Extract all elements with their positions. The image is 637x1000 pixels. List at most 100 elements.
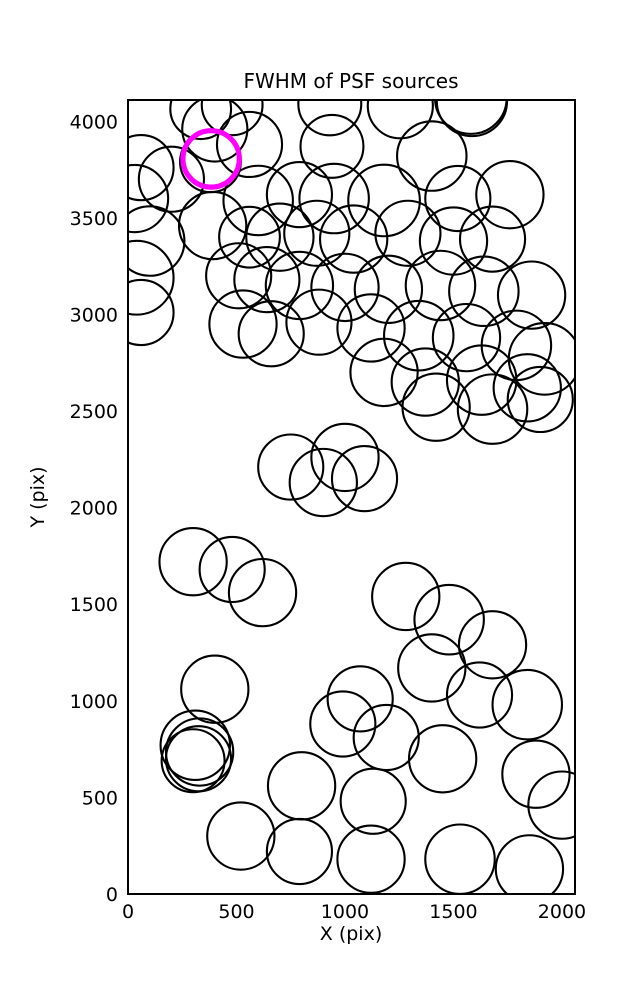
psf-source-marker <box>159 709 232 782</box>
psf-source-marker <box>492 353 562 423</box>
psf-source-marker <box>456 373 529 445</box>
plot-area <box>128 100 575 894</box>
psf-source-marker <box>137 145 205 213</box>
psf-source-marker <box>283 199 351 267</box>
psf-source-marker <box>457 610 528 680</box>
x-tick-label: 2000 <box>538 901 586 923</box>
psf-source-marker <box>310 422 380 493</box>
psf-source-marker <box>506 365 574 434</box>
psf-source-marker <box>397 633 467 703</box>
y-tick-label: 3000 <box>70 304 118 326</box>
psf-source-marker <box>160 728 226 794</box>
psf-source-marker <box>494 834 565 894</box>
psf-source-marker <box>265 817 334 886</box>
psf-source-marker <box>200 100 264 137</box>
psf-source-marker <box>310 252 380 323</box>
psf-source-marker <box>434 100 508 135</box>
psf-source-marker <box>424 164 492 233</box>
psf-source-marker <box>233 246 301 314</box>
data-markers-group <box>128 100 575 894</box>
psf-source-marker <box>128 239 175 316</box>
psf-source-marker <box>445 344 518 416</box>
y-tick-label: 500 <box>82 787 118 809</box>
psf-source-marker <box>227 557 298 628</box>
psf-source-marker <box>527 770 575 840</box>
psf-source-marker <box>222 164 294 237</box>
psf-source-marker <box>407 724 478 794</box>
psf-source-marker <box>208 289 278 359</box>
x-tick-label: 0 <box>122 901 134 923</box>
tick-labels-group: 0 500 1000 1500 2000 0 500 1000 1500 2000 2500 3000… <box>70 111 587 923</box>
x-axis-label: X (pix) <box>320 923 382 945</box>
psf-source-marker <box>349 337 419 408</box>
psf-source-marker <box>336 824 406 894</box>
y-tick-label: 1500 <box>70 594 118 616</box>
psf-source-marker <box>371 561 441 632</box>
plot-title-group: FWHM of PSF sources <box>243 69 458 93</box>
y-tick-label: 1000 <box>70 691 118 713</box>
psf-source-marker <box>336 293 406 363</box>
psf-source-marker <box>205 242 273 310</box>
psf-source-marker <box>177 190 248 261</box>
psf-source-marker <box>374 199 442 267</box>
psf-source-marker <box>339 767 407 835</box>
psf-source-marker <box>352 703 420 772</box>
psf-source-marker <box>326 665 394 733</box>
psf-source-marker <box>285 288 353 356</box>
selected-source-marker <box>180 128 242 190</box>
y-axis-label: Y (pix) <box>27 466 49 528</box>
psf-source-marker <box>237 300 305 368</box>
psf-source-marker <box>404 249 477 322</box>
y-axis-title-group: Y (pix) <box>27 466 49 528</box>
psf-source-marker <box>218 205 281 269</box>
psf-source-marker <box>347 163 421 238</box>
y-tick-label: 2500 <box>70 401 118 423</box>
psf-source-marker <box>458 205 527 273</box>
x-axis-title-group: X (pix) <box>320 923 382 945</box>
plot-background <box>128 100 575 894</box>
psf-source-marker <box>475 159 545 230</box>
axes-spines <box>127 99 576 895</box>
axes-frame <box>127 99 576 895</box>
y-tick-label: 0 <box>106 884 118 906</box>
psf-source-marker <box>330 445 399 513</box>
psf-source-marker <box>206 801 276 871</box>
psf-source-marker <box>496 260 567 330</box>
page-title: FWHM of PSF sources <box>243 69 458 93</box>
psf-source-marker <box>491 668 564 741</box>
psf-source-marker <box>265 161 334 229</box>
x-tick-label: 1500 <box>429 901 477 923</box>
psf-source-marker <box>431 302 502 373</box>
x-tick-label: 500 <box>218 901 254 923</box>
psf-source-marker <box>198 535 266 604</box>
psf-source-marker <box>353 254 424 325</box>
psf-source-marker <box>298 162 370 235</box>
psf-source-marker <box>445 661 514 729</box>
psf-source-marker <box>501 739 571 809</box>
psf-source-marker <box>245 202 315 272</box>
psf-source-marker <box>318 204 389 274</box>
psf-source-marker <box>181 100 249 163</box>
psf-source-marker <box>413 583 485 656</box>
psf-source-marker <box>366 100 434 140</box>
y-tick-label: 2000 <box>70 498 118 520</box>
psf-source-marker <box>257 433 325 501</box>
psf-source-marker <box>309 690 377 758</box>
psf-source-marker <box>128 278 175 347</box>
psf-source-marker <box>299 113 365 179</box>
psf-source-marker <box>128 205 186 277</box>
y-tick-label: 4000 <box>70 111 118 133</box>
psf-source-marker <box>158 527 228 597</box>
psf-source-marker <box>401 372 471 442</box>
psf-source-marker <box>297 100 363 137</box>
y-tick-label: 3500 <box>70 208 118 230</box>
psf-source-marker <box>435 100 509 138</box>
psf-source-marker <box>288 447 358 518</box>
x-tick-label: 1000 <box>321 901 369 923</box>
psf-source-marker <box>448 255 520 328</box>
psf-source-marker <box>128 163 170 234</box>
psf-source-marker <box>169 100 233 141</box>
psf-source-marker <box>382 299 455 372</box>
